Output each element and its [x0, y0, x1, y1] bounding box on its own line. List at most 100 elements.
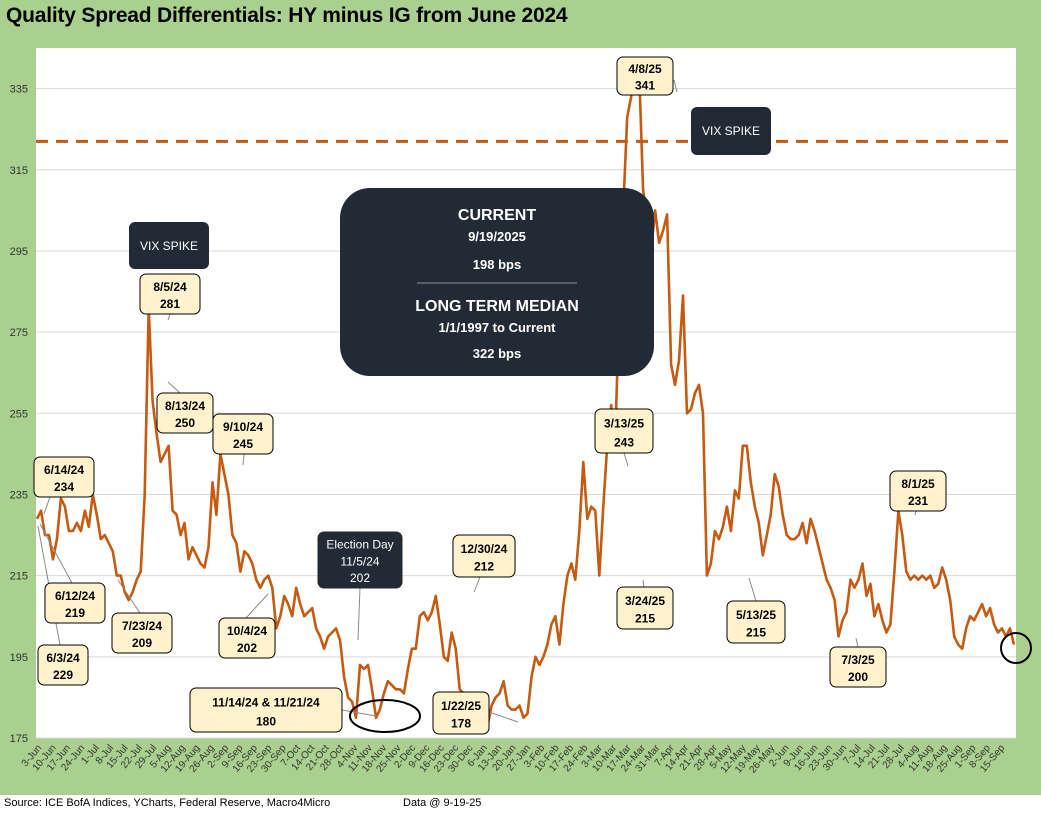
callout-1: 6/14/24 234: [33, 456, 95, 498]
callout-connector: [167, 313, 171, 321]
callout-text: 4/8/25: [628, 62, 662, 76]
info-current-value: 198 bps: [473, 257, 521, 272]
y-tick-label: 235: [10, 489, 28, 501]
callout-text: 341: [635, 78, 655, 92]
callout-connector: [473, 576, 481, 593]
callout-text: 6/12/24: [55, 589, 95, 603]
callout-5: 8/5/24 281: [139, 273, 201, 315]
callout-14: 3/24/25 215: [616, 586, 674, 630]
callout-6: 8/13/24 250: [156, 392, 214, 434]
callout-text: 3/24/25: [625, 594, 665, 608]
info-box: CURRENT 9/19/2025 198 bps LONG TERM MEDI…: [340, 188, 654, 376]
chart-svg: 175 195 215 235 255 275 295 315 335 3-Jun10-Jun1…: [10, 48, 1032, 775]
callout-text: 229: [53, 668, 73, 682]
callout-11: 12/30/24 212: [452, 534, 516, 578]
callout-9: Election Day 11/5/24 202: [317, 531, 403, 589]
callout-connector: [245, 593, 269, 619]
callout-text: 11/14/24 & 11/21/24: [212, 696, 320, 710]
y-tick-label: 215: [10, 571, 28, 583]
callout-7: 9/10/24 245: [212, 413, 274, 455]
callout-text: 250: [175, 416, 195, 430]
footer-date: Data @ 9-19-25: [403, 797, 482, 809]
low-point-ellipse: [349, 699, 421, 733]
y-tick-label: 295: [10, 246, 28, 258]
callout-text: 8/1/25: [901, 477, 935, 491]
callout-text: 209: [132, 636, 152, 650]
callout-connector: [341, 709, 377, 717]
series-line: [35, 62, 1016, 728]
info-current-title: CURRENT: [458, 207, 536, 224]
callout-17: 7/3/25 200: [829, 646, 887, 688]
callout-2: 6/12/24 219: [44, 582, 106, 624]
callout-text: 8/13/24: [165, 399, 205, 413]
callout-connector: [855, 637, 859, 648]
callout-connector: [39, 523, 73, 584]
y-tick-label: 335: [10, 84, 28, 96]
callout-text: 281: [160, 297, 180, 311]
callout-text: 180: [256, 714, 276, 728]
callout-8: 10/4/24 202: [218, 617, 276, 659]
y-tick-label: 175: [10, 733, 28, 745]
callout-text: 212: [474, 560, 494, 574]
callout-text: 7/23/24: [122, 619, 162, 633]
callout-text: 12/30/24: [461, 542, 508, 556]
callout-text: 215: [635, 612, 655, 626]
chart-title: Quality Spread Differentials: HY minus I…: [6, 4, 568, 27]
callout-connector: [748, 577, 757, 602]
callout-text: 234: [54, 480, 74, 494]
callout-text: 5/13/25: [736, 608, 776, 622]
callout-connector: [673, 79, 678, 93]
callout-text: 215: [746, 626, 766, 640]
callout-3: 6/3/24 229: [37, 644, 89, 686]
info-median-title: LONG TERM MEDIAN: [415, 298, 579, 315]
callout-10: 11/14/24 & 11/21/24 180: [189, 687, 343, 733]
y-tick-label: 195: [10, 652, 28, 664]
vix-spike-box-2: VIX SPIKE: [691, 107, 771, 155]
callout-text: 6/3/24: [46, 651, 80, 665]
callout-text: 231: [908, 494, 928, 508]
callout-text: 202: [237, 641, 257, 655]
callout-16: 5/13/25 215: [726, 600, 786, 644]
info-current-date: 9/19/2025: [468, 229, 526, 244]
callout-13: 3/13/25 243: [594, 408, 654, 454]
y-axis-ticks: 175 195 215 235 255 275 295 315 335: [10, 84, 28, 745]
callout-text: 7/3/25: [841, 653, 875, 667]
callout-text: 219: [65, 606, 85, 620]
callout-connector: [117, 579, 141, 614]
callout-connector: [623, 452, 629, 467]
current-point-circle: [1000, 632, 1032, 664]
callout-text: 8/5/24: [153, 280, 187, 294]
callout-15: 4/8/25 341: [616, 56, 674, 96]
callout-text: 9/10/24: [223, 420, 263, 434]
callout-connector: [914, 510, 917, 516]
callout-text: 178: [451, 717, 471, 731]
callout-12: 1/22/25 178: [432, 691, 490, 735]
callout-text: 245: [233, 437, 253, 451]
vix-spike-label-1: VIX SPIKE: [140, 239, 198, 253]
vix-spike-box-1: VIX SPIKE: [129, 222, 209, 269]
callout-text: 6/14/24: [44, 463, 84, 477]
callout-connector: [357, 587, 361, 641]
y-tick-label: 275: [10, 327, 28, 339]
callout-text: Election Day: [326, 538, 393, 552]
callout-connector: [167, 381, 181, 394]
callout-text: 10/4/24: [227, 624, 267, 638]
callout-text: 3/13/25: [604, 417, 644, 431]
callouts: 6/14/24 234 6/12/24 219 6/3/24 229 7/23/24 209 8…: [33, 56, 947, 735]
y-tick-label: 255: [10, 408, 28, 420]
callout-connector: [488, 711, 519, 723]
info-median-value: 322 bps: [473, 346, 521, 361]
info-median-range: 1/1/1997 to Current: [438, 320, 556, 335]
callout-text: 1/22/25: [441, 699, 481, 713]
callout-18: 8/1/25 231: [889, 470, 947, 512]
callout-text: 243: [614, 435, 634, 449]
callout-4: 7/23/24 209: [111, 612, 173, 654]
footer-source: Source: ICE BofA Indices, YCharts, Feder…: [4, 797, 331, 809]
callout-text: 200: [848, 670, 868, 684]
y-tick-label: 315: [10, 165, 28, 177]
callout-text: 11/5/24: [340, 554, 379, 568]
callout-connector: [642, 579, 645, 588]
callout-connector: [242, 453, 245, 466]
vix-spike-label-2: VIX SPIKE: [702, 124, 760, 138]
callout-text: 202: [350, 571, 370, 585]
